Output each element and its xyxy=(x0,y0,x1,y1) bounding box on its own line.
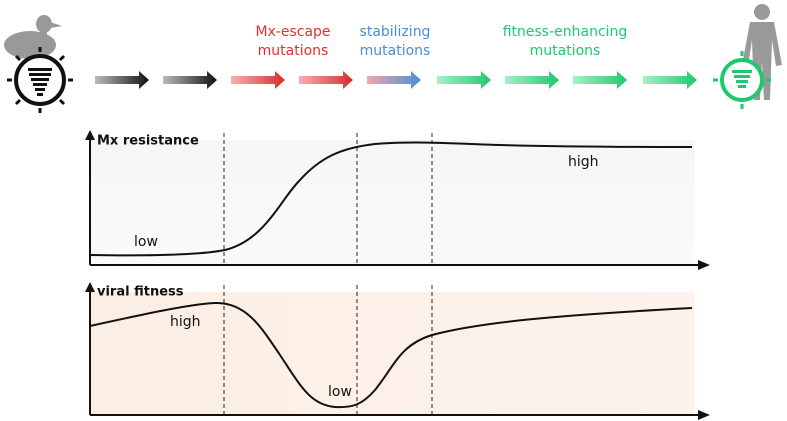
virus-icon-adapted xyxy=(713,51,771,109)
arrow xyxy=(163,71,217,89)
panel-background xyxy=(90,140,695,265)
arrow xyxy=(95,71,149,89)
human-icon xyxy=(742,4,782,100)
axis-arrowhead xyxy=(698,260,710,270)
arrow xyxy=(573,71,627,89)
duck-icon xyxy=(4,15,62,59)
mutation-label: fitness-enhancing xyxy=(503,24,628,40)
arrow xyxy=(505,71,559,89)
axis-arrowhead xyxy=(85,282,95,292)
curve-label: low xyxy=(328,384,352,400)
panel-background xyxy=(90,292,695,415)
mutation-label: mutations xyxy=(258,43,329,59)
resistance-curve xyxy=(89,141,693,257)
mutation-label: mutations xyxy=(360,43,431,59)
arrow xyxy=(643,71,697,89)
arrow xyxy=(231,71,285,89)
panel-fitness: viral fitness high low xyxy=(85,282,710,420)
axis-arrowhead xyxy=(85,130,95,140)
panel-resistance: Mx resistance low high xyxy=(85,130,710,270)
curve-label: low xyxy=(134,234,158,250)
panel-title: Mx resistance xyxy=(97,134,199,149)
axis-arrowhead xyxy=(698,410,710,420)
mutation-label: mutations xyxy=(530,43,601,59)
fitness-curve xyxy=(89,301,693,409)
virus-icon xyxy=(7,47,73,113)
mutation-label: stabilizing xyxy=(360,24,431,40)
mutation-arrows xyxy=(95,71,697,89)
curve-label: high xyxy=(568,154,599,170)
curve-label: high xyxy=(170,314,201,330)
mutation-label: Mx-escape xyxy=(255,24,330,40)
arrow xyxy=(437,71,491,89)
panel-title: viral fitness xyxy=(97,285,184,300)
arrow xyxy=(367,71,421,89)
arrow xyxy=(299,71,353,89)
